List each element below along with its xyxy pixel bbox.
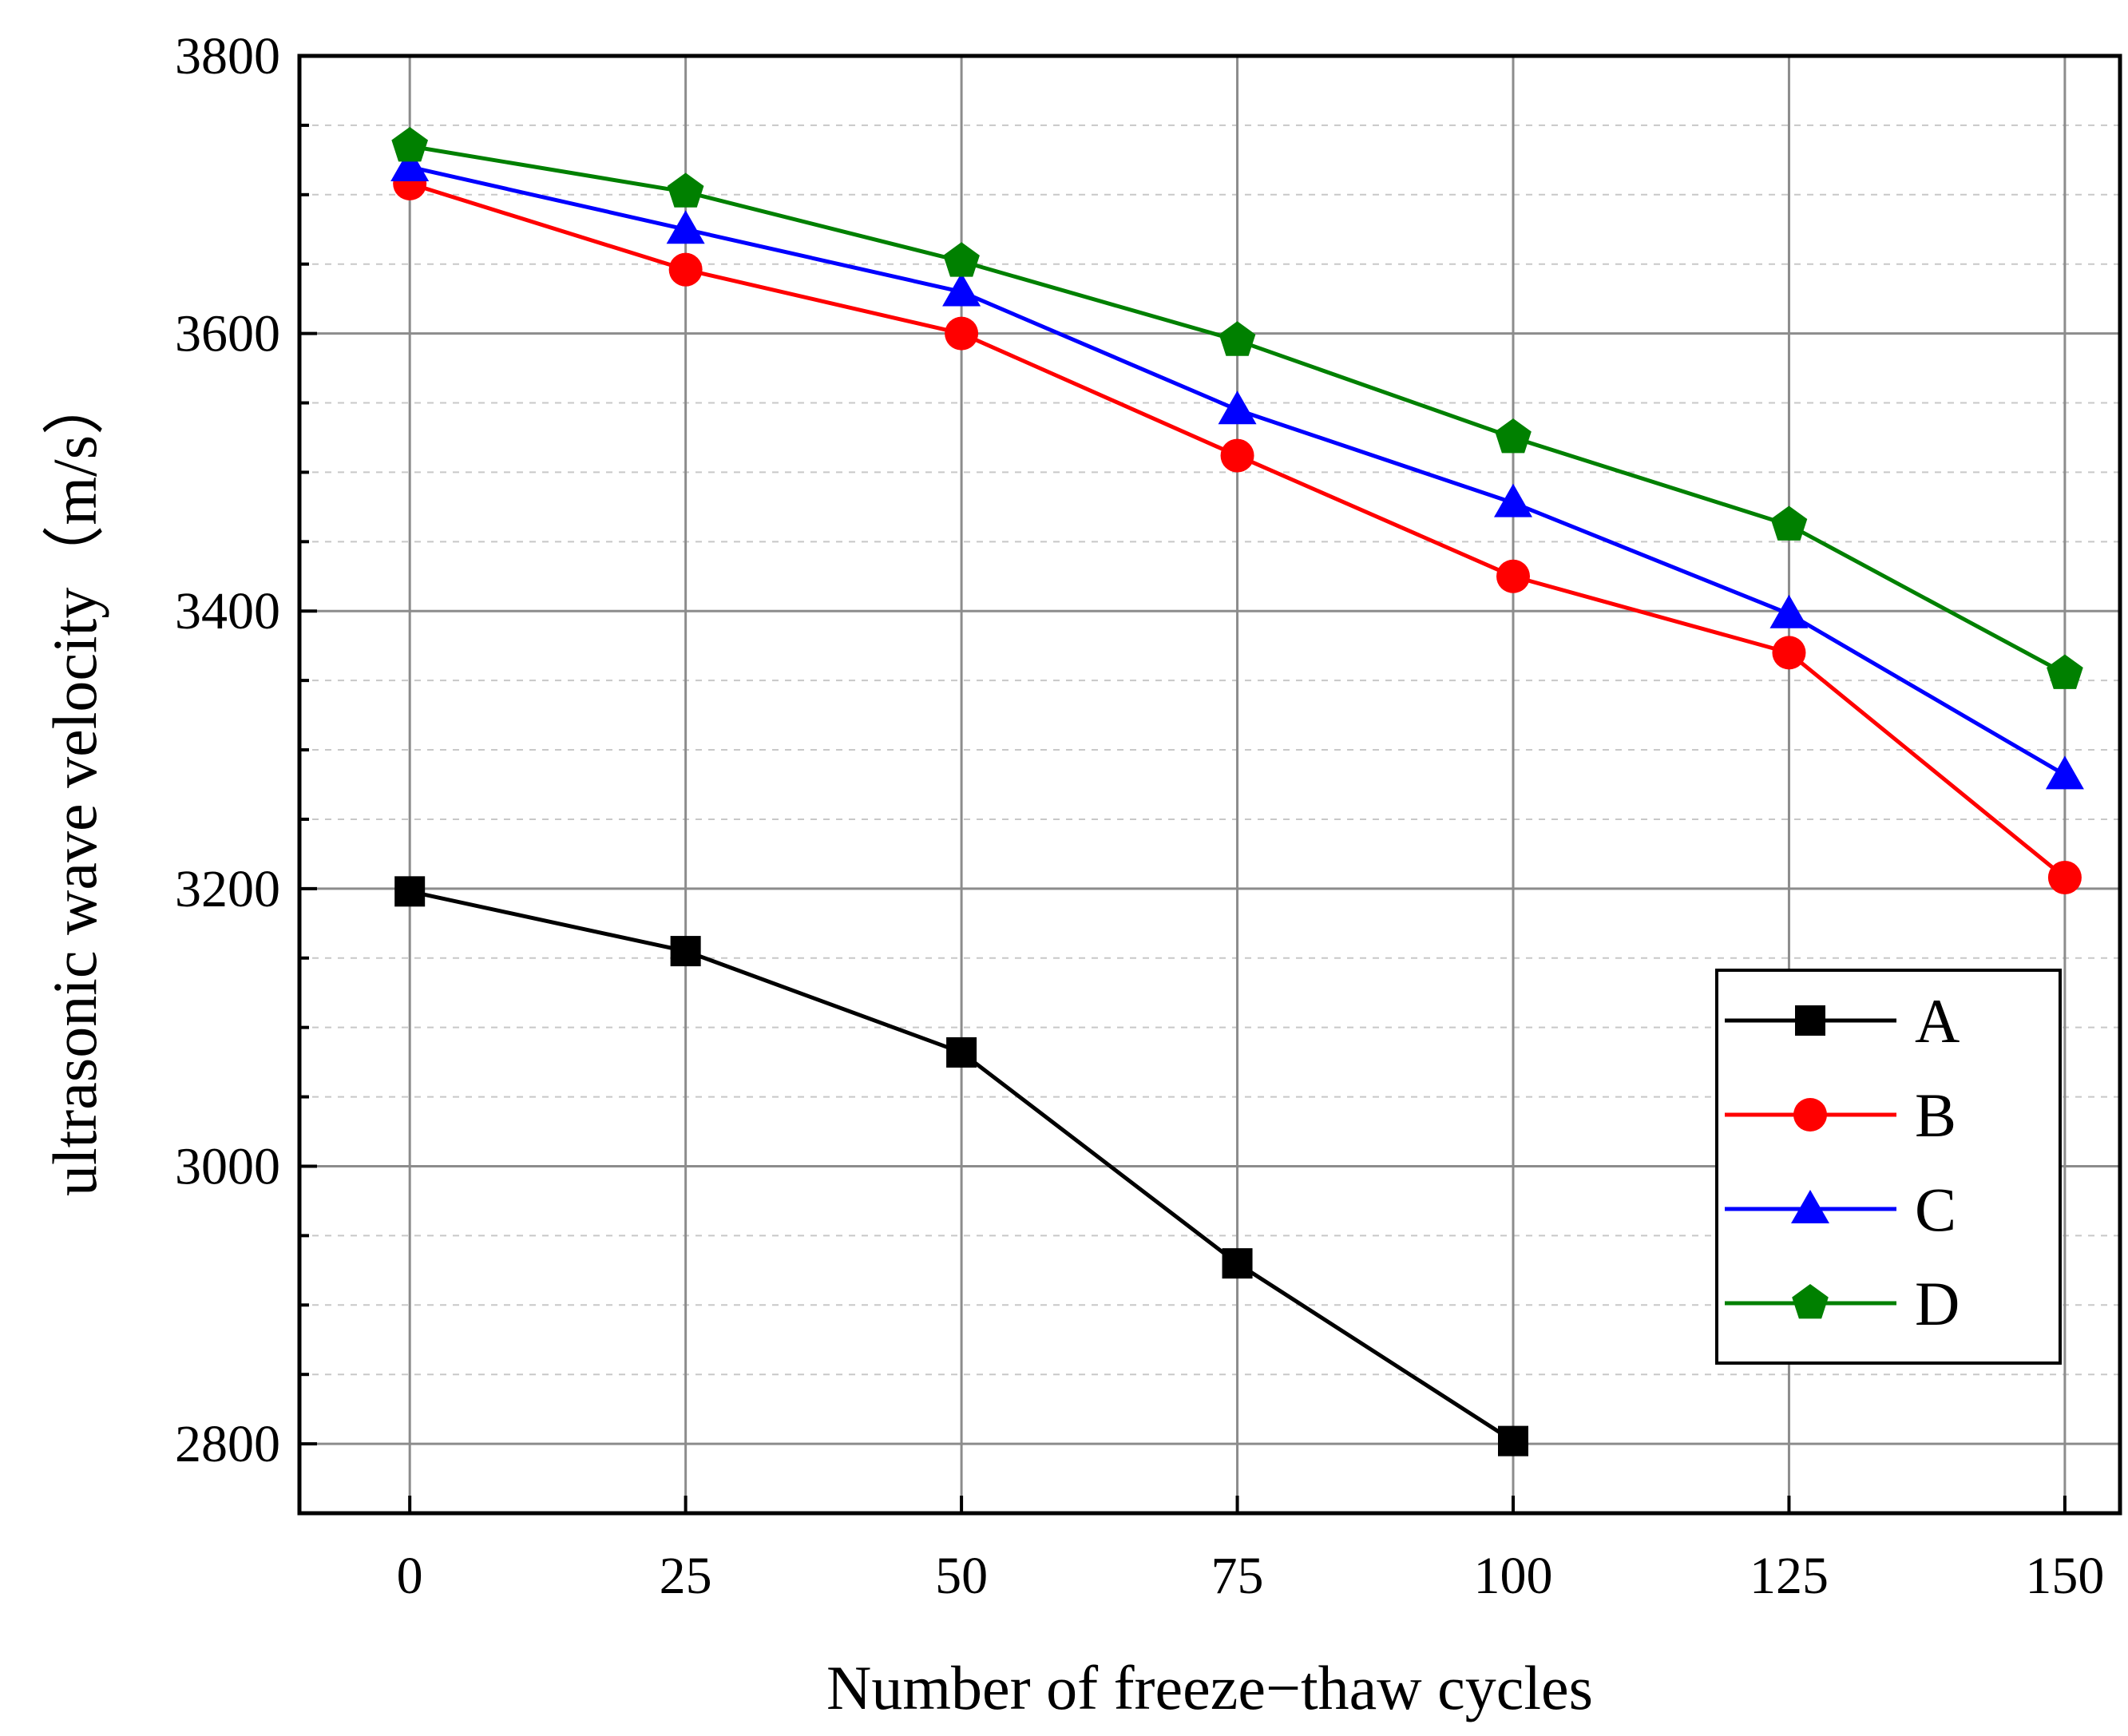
axis-ticks: 2800 3000 3200 3400 3600 3800 0 25 50 75 100 125 150: [175, 27, 2104, 1605]
x-tick-label: 50: [935, 1547, 988, 1605]
y-tick-label: 3200: [175, 860, 280, 918]
legend-label-b: B: [1915, 1080, 1956, 1150]
legend-box: [1715, 969, 2062, 1365]
x-tick-label: 25: [660, 1547, 712, 1605]
series-d-point: [943, 242, 980, 277]
series-d-point: [1219, 321, 1256, 356]
series-d-point: [667, 172, 704, 208]
series-c-point: [1769, 594, 1809, 628]
plot-frame: [297, 54, 2122, 1516]
legend-item-b: B: [1725, 1080, 1956, 1150]
y-tick-label: 2800: [175, 1415, 280, 1473]
legend-marker-c: [1791, 1190, 1829, 1223]
series-b-point: [2047, 860, 2082, 894]
series-a: [394, 876, 1528, 1457]
y-tick-label: 3600: [175, 305, 280, 363]
series-c-point: [666, 210, 705, 244]
legend-item-c: C: [1725, 1175, 1956, 1244]
legend-marker-a: [1795, 1005, 1825, 1036]
x-tick-label: 75: [1211, 1547, 1264, 1605]
x-axis-title: Number of freeze−thaw cycles: [826, 1653, 1593, 1722]
x-tick-label: 100: [1474, 1547, 1553, 1605]
series-a-point: [946, 1036, 977, 1068]
y-tick-label: 3800: [175, 27, 280, 85]
series-c-point: [942, 272, 981, 307]
legend-marker-d: [1792, 1284, 1829, 1319]
y-tick-label: 3400: [175, 582, 280, 640]
y-tick-label: 3000: [175, 1137, 280, 1195]
series-a-point: [394, 876, 426, 907]
series-b-point: [945, 316, 979, 351]
series-b-point: [1496, 559, 1530, 593]
x-tick-label: 150: [2025, 1547, 2104, 1605]
series-d-point: [2047, 654, 2083, 689]
legend-label-a: A: [1915, 986, 1960, 1056]
series-c: [390, 148, 2084, 790]
series-c-point: [2045, 755, 2084, 790]
legend-marker-b: [1793, 1098, 1827, 1132]
series-b: [393, 166, 2082, 894]
series-b-point: [668, 252, 703, 287]
x-tick-label: 0: [397, 1547, 423, 1605]
series-b-point: [1772, 636, 1806, 670]
series-a-point: [1222, 1248, 1253, 1279]
series-b-point: [1220, 438, 1254, 473]
x-tick-label: 125: [1750, 1547, 1829, 1605]
legend-item-a: A: [1725, 986, 1960, 1056]
series-c-point: [390, 148, 430, 182]
series-a-point: [670, 936, 701, 967]
legend-item-d: D: [1725, 1269, 1960, 1338]
series-d-point: [391, 126, 429, 162]
series-a-point: [1498, 1425, 1528, 1457]
series-group: [390, 126, 2084, 1457]
series-d-point: [1495, 418, 1532, 454]
series-c-point: [1218, 390, 1257, 425]
series-c-point: [1494, 483, 1532, 517]
legend-label-d: D: [1915, 1269, 1960, 1338]
y-axis-title: ultrasonic wave velocity（m/s）: [40, 373, 109, 1196]
legend-label-c: C: [1915, 1175, 1956, 1244]
series-d: [391, 126, 2083, 689]
series-d-point: [1770, 505, 1808, 541]
